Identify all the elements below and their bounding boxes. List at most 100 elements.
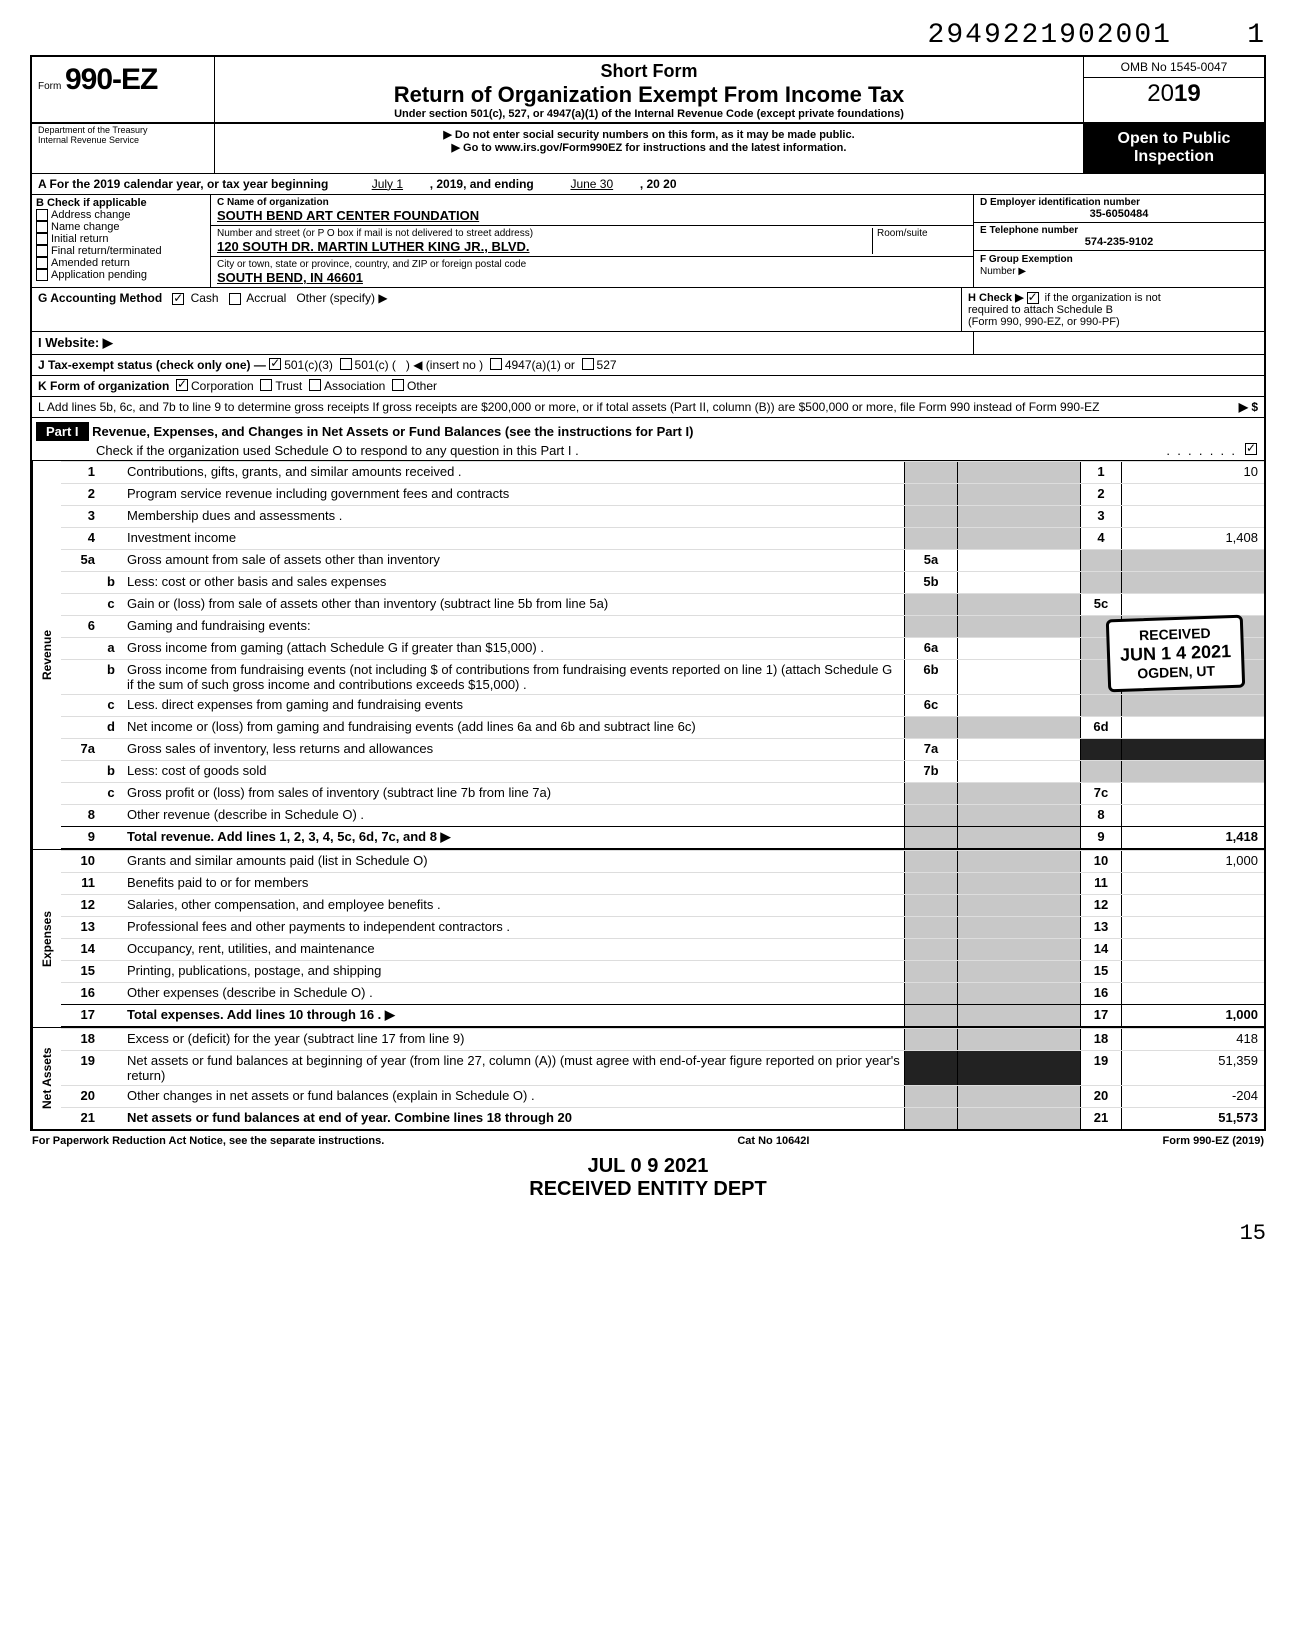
ln1-desc: Contributions, gifts, grants, and simila… bbox=[123, 462, 904, 483]
ln20-rb: 20 bbox=[1080, 1086, 1121, 1107]
ln16-rb: 16 bbox=[1080, 983, 1121, 1004]
ln12-rb: 12 bbox=[1080, 895, 1121, 916]
ln21-num: 21 bbox=[61, 1108, 99, 1129]
goto-link: ▶ Go to www.irs.gov/Form990EZ for instru… bbox=[219, 141, 1079, 154]
chk-name-change[interactable] bbox=[36, 221, 48, 233]
chk-final-return[interactable] bbox=[36, 245, 48, 257]
f-label2: Number ▶ bbox=[980, 266, 1026, 277]
ln5b-iv bbox=[957, 572, 1080, 593]
chk-assoc[interactable] bbox=[309, 379, 321, 391]
ln2-desc: Program service revenue including govern… bbox=[123, 484, 904, 505]
ln2-rb: 2 bbox=[1080, 484, 1121, 505]
footer-mid: Cat No 10642I bbox=[737, 1135, 809, 1147]
opt-final-return: Final return/terminated bbox=[51, 245, 162, 257]
ln15-rv bbox=[1121, 961, 1264, 982]
opt-initial-return: Initial return bbox=[51, 233, 108, 245]
chk-h[interactable] bbox=[1027, 292, 1039, 304]
part1-badge: Part I bbox=[36, 422, 89, 441]
ln2-rv bbox=[1121, 484, 1264, 505]
ln10-rb: 10 bbox=[1080, 851, 1121, 872]
addr-label: Number and street (or P O box if mail is… bbox=[217, 228, 872, 239]
opt-527: 527 bbox=[597, 358, 617, 372]
chk-accrual[interactable] bbox=[229, 293, 241, 305]
opt-other-org: Other bbox=[407, 379, 437, 393]
ln17-desc: Total expenses. Add lines 10 through 16 … bbox=[123, 1005, 904, 1026]
ln20-desc: Other changes in net assets or fund bala… bbox=[123, 1086, 904, 1107]
ln13-desc: Professional fees and other payments to … bbox=[123, 917, 904, 938]
ln11-num: 11 bbox=[61, 873, 99, 894]
chk-527[interactable] bbox=[582, 358, 594, 370]
chk-amended-return[interactable] bbox=[36, 257, 48, 269]
side-netassets: Net Assets bbox=[32, 1028, 61, 1129]
chk-other-org[interactable] bbox=[392, 379, 404, 391]
chk-501c[interactable] bbox=[340, 358, 352, 370]
ln19-desc: Net assets or fund balances at beginning… bbox=[123, 1051, 904, 1085]
ln14-num: 14 bbox=[61, 939, 99, 960]
ln6a-iv bbox=[957, 638, 1080, 659]
ln9-num: 9 bbox=[61, 827, 99, 848]
ln18-rb: 18 bbox=[1080, 1029, 1121, 1050]
ln3-desc: Membership dues and assessments . bbox=[123, 506, 904, 527]
ln8-num: 8 bbox=[61, 805, 99, 826]
ln1-rv: 10 bbox=[1121, 462, 1264, 483]
opt-name-change: Name change bbox=[51, 221, 120, 233]
chk-cash[interactable] bbox=[172, 293, 184, 305]
org-address: 120 SOUTH DR. MARTIN LUTHER KING JR., BL… bbox=[217, 239, 872, 254]
ln7c-num: c bbox=[99, 783, 123, 804]
ln8-rb: 8 bbox=[1080, 805, 1121, 826]
ln14-rv bbox=[1121, 939, 1264, 960]
period-yr: , 20 20 bbox=[640, 177, 677, 191]
right-column-def: D Employer identification number 35-6050… bbox=[973, 195, 1264, 287]
chk-app-pending[interactable] bbox=[36, 269, 48, 281]
j-label: J Tax-exempt status (check only one) — bbox=[38, 358, 266, 372]
chk-corp[interactable] bbox=[176, 379, 188, 391]
l-arrow: ▶ $ bbox=[1178, 400, 1258, 414]
ln17-rv: 1,000 bbox=[1121, 1005, 1264, 1026]
ln5a-desc: Gross amount from sale of assets other t… bbox=[123, 550, 904, 571]
ln5a-ib: 5a bbox=[904, 550, 957, 571]
ln1-num: 1 bbox=[61, 462, 99, 483]
ln11-desc: Benefits paid to or for members bbox=[123, 873, 904, 894]
chk-4947[interactable] bbox=[490, 358, 502, 370]
ln13-num: 13 bbox=[61, 917, 99, 938]
ln4-rv: 1,408 bbox=[1121, 528, 1264, 549]
chk-address-change[interactable] bbox=[36, 209, 48, 221]
chk-501c3[interactable] bbox=[269, 358, 281, 370]
ein-value: 35-6050484 bbox=[980, 208, 1258, 220]
ln6-num: 6 bbox=[61, 616, 99, 637]
stamp-entity: RECEIVED ENTITY DEPT bbox=[30, 1178, 1266, 1201]
ln16-desc: Other expenses (describe in Schedule O) … bbox=[123, 983, 904, 1004]
ln7b-iv bbox=[957, 761, 1080, 782]
section-c: C Name of organization SOUTH BEND ART CE… bbox=[211, 195, 973, 287]
i-label: I Website: ▶ bbox=[38, 335, 113, 350]
ln5c-num: c bbox=[99, 594, 123, 615]
chk-trust[interactable] bbox=[260, 379, 272, 391]
ln10-num: 10 bbox=[61, 851, 99, 872]
k-label: K Form of organization bbox=[38, 379, 169, 393]
period-mid: , 2019, and ending bbox=[430, 177, 534, 191]
stamp-jul09: JUL 0 9 2021 bbox=[30, 1155, 1266, 1178]
form-990ez: Form 990-EZ Short Form Return of Organiz… bbox=[30, 55, 1266, 1131]
ln6d-num: d bbox=[99, 717, 123, 738]
open-public-1: Open to Public bbox=[1088, 130, 1260, 148]
ln12-rv bbox=[1121, 895, 1264, 916]
ln6c-num: c bbox=[99, 695, 123, 716]
org-city: SOUTH BEND, IN 46601 bbox=[217, 270, 967, 285]
opt-amended-return: Amended return bbox=[51, 257, 130, 269]
opt-cash: Cash bbox=[191, 291, 219, 305]
ln5b-desc: Less: cost or other basis and sales expe… bbox=[123, 572, 904, 593]
c-name-label: C Name of organization bbox=[217, 197, 967, 208]
ln7c-rb: 7c bbox=[1080, 783, 1121, 804]
chk-part1-schedO[interactable] bbox=[1245, 443, 1257, 455]
year-bold: 19 bbox=[1174, 80, 1201, 107]
ln15-num: 15 bbox=[61, 961, 99, 982]
form-subtitle: Under section 501(c), 527, or 4947(a)(1)… bbox=[219, 108, 1079, 120]
d-label: D Employer identification number bbox=[980, 197, 1258, 208]
ln5c-rb: 5c bbox=[1080, 594, 1121, 615]
ln4-rb: 4 bbox=[1080, 528, 1121, 549]
chk-initial-return[interactable] bbox=[36, 233, 48, 245]
ln20-rv: -204 bbox=[1121, 1086, 1264, 1107]
opt-app-pending: Application pending bbox=[51, 269, 147, 281]
ln20-num: 20 bbox=[61, 1086, 99, 1107]
form-label: Form bbox=[38, 81, 61, 92]
